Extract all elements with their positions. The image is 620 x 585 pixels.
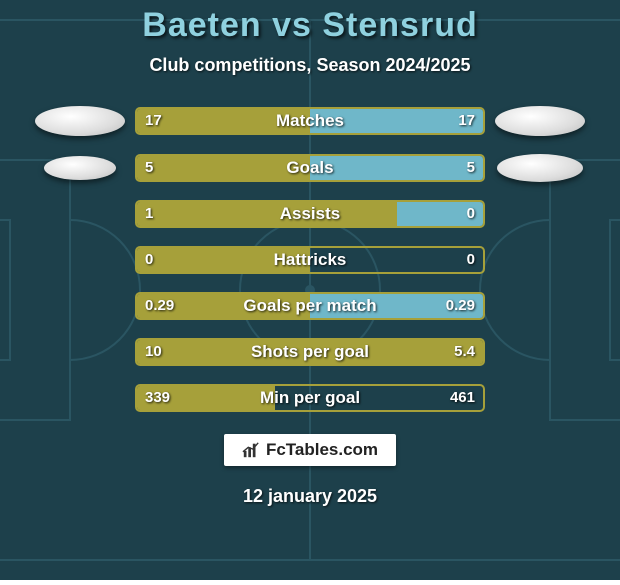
stat-bar-right-fill — [310, 109, 483, 133]
left-shirt-slot — [25, 156, 135, 180]
page-title: Baeten vs Stensrud — [142, 6, 477, 45]
subtitle: Club competitions, Season 2024/2025 — [149, 55, 470, 76]
vs-text: vs — [272, 6, 312, 44]
player2-shirt-icon — [495, 106, 585, 136]
logo-text: FcTables.com — [266, 440, 378, 460]
stat-bar-left-fill — [137, 340, 483, 364]
player1-shirt-icon — [35, 106, 125, 136]
stat-row: 105.4Shots per goal — [0, 338, 620, 366]
player1-name: Baeten — [142, 6, 261, 44]
stat-bar: 00Hattricks — [135, 246, 485, 274]
right-shirt-slot — [485, 106, 595, 136]
stat-bar-left-fill — [137, 109, 310, 133]
date-text: 12 january 2025 — [243, 486, 377, 507]
stat-bar-left-fill — [137, 294, 310, 318]
stat-bar: 55Goals — [135, 154, 485, 182]
stat-right-value: 0 — [467, 248, 475, 272]
stat-bar: 105.4Shots per goal — [135, 338, 485, 366]
player2-name: Stensrud — [322, 6, 477, 44]
stat-row: 1717Matches — [0, 106, 620, 136]
player2-shadow-icon — [497, 154, 583, 182]
stat-row: 10Assists — [0, 200, 620, 228]
stat-bar-right-fill — [397, 202, 484, 226]
left-shirt-slot — [25, 106, 135, 136]
stat-row: 55Goals — [0, 154, 620, 182]
right-shirt-slot — [485, 154, 595, 182]
stat-bar: 339461Min per goal — [135, 384, 485, 412]
stat-row: 339461Min per goal — [0, 384, 620, 412]
stat-bar: 10Assists — [135, 200, 485, 228]
stat-bar-left-fill — [137, 202, 397, 226]
stat-row: 0.290.29Goals per match — [0, 292, 620, 320]
stat-bar-right-fill — [310, 294, 483, 318]
stats-container: 1717Matches 55Goals 10Assists 00Hattricks 0.… — [0, 106, 620, 412]
stat-bar-right-fill — [310, 156, 483, 180]
stat-bar: 0.290.29Goals per match — [135, 292, 485, 320]
player1-shadow-icon — [44, 156, 116, 180]
stat-right-value: 461 — [450, 386, 475, 410]
stat-bar-left-fill — [137, 386, 275, 410]
stat-row: 00Hattricks — [0, 246, 620, 274]
stat-bar-left-fill — [137, 156, 310, 180]
site-logo[interactable]: FcTables.com — [224, 434, 396, 466]
stat-bar: 1717Matches — [135, 107, 485, 135]
stat-bar-left-fill — [137, 248, 310, 272]
chart-icon — [242, 441, 260, 459]
